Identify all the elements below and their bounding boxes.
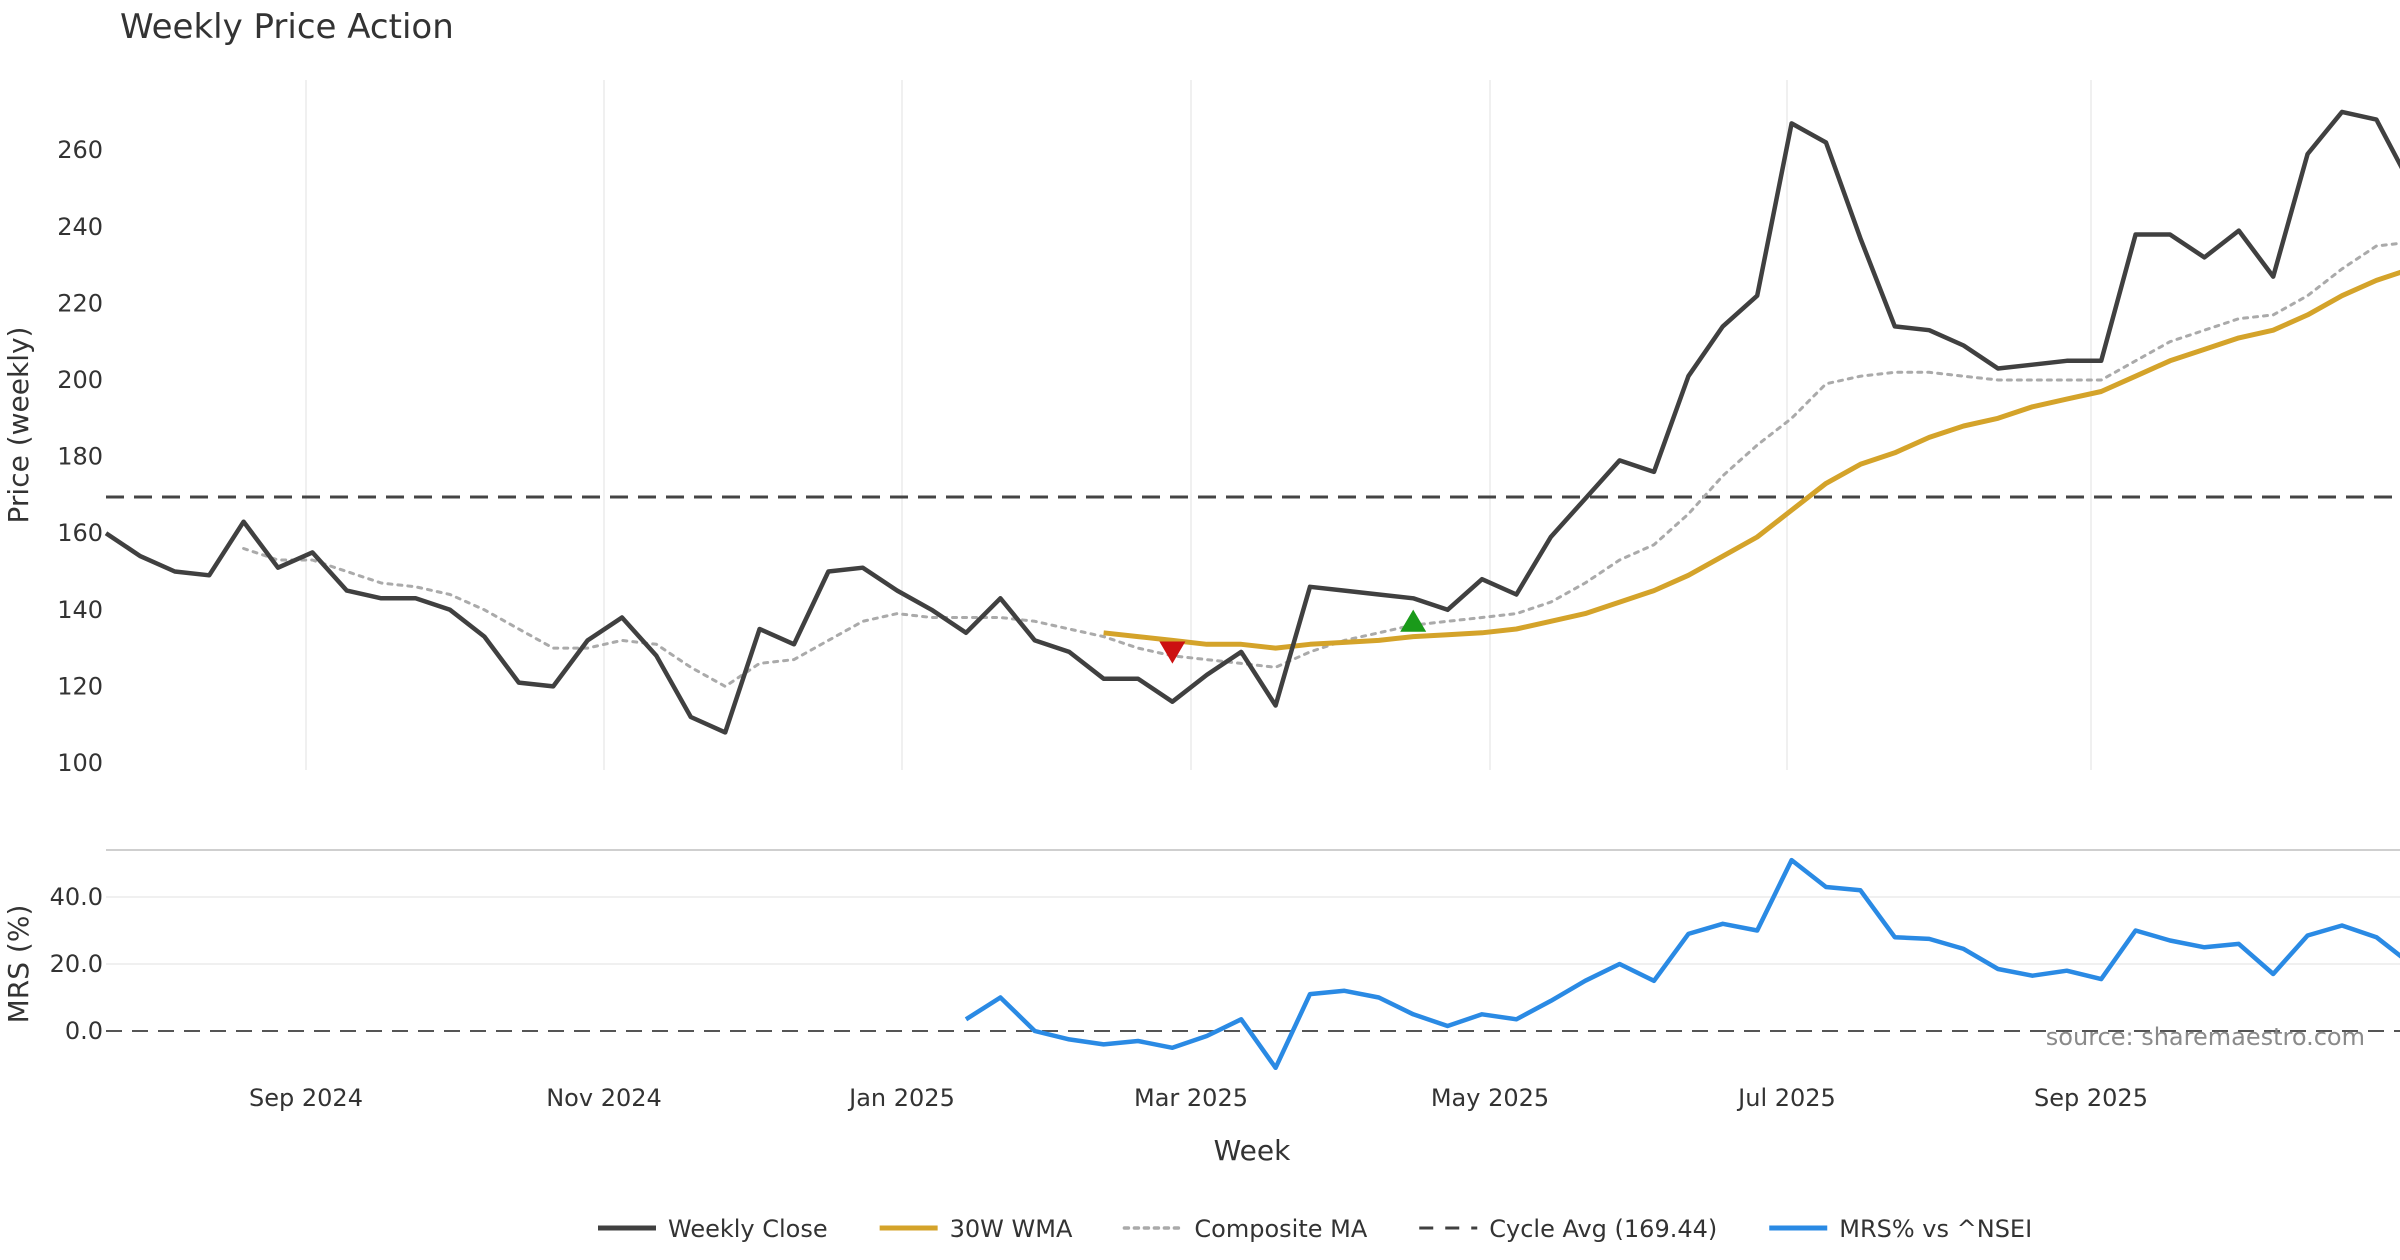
price-y-tick-220: 220 (57, 289, 103, 317)
price-y-tick-240: 240 (57, 213, 103, 241)
signal-markers (1159, 609, 1427, 664)
x-tick-jul-2025: Jul 2025 (1736, 1084, 1836, 1112)
source-label: source: sharemaestro.com (2046, 1023, 2365, 1051)
x-tick-sep-2024: Sep 2024 (249, 1084, 363, 1112)
sell-signal-marker (1159, 641, 1186, 664)
legend-label-30w-wma: 30W WMA (950, 1215, 1073, 1243)
x-tick-jan-2025: Jan 2025 (847, 1084, 955, 1112)
price-gridlines (305, 80, 2092, 770)
mrs-y-tick-20-0: 20.0 (50, 950, 103, 978)
mrs-gridlines (106, 896, 2400, 965)
price-y-tick-200: 200 (57, 366, 103, 394)
mrs-y-tick-labels: 0.0 20.0 40.0 (50, 883, 103, 1045)
price-y-tick-120: 120 (57, 672, 103, 700)
price-y-tick-180: 180 (57, 443, 103, 471)
mrs-y-tick-40-0: 40.0 (50, 883, 103, 911)
legend-label-weekly-close: Weekly Close (668, 1215, 828, 1243)
series-weekly-close (104, 109, 2400, 735)
price-series-group (104, 109, 2400, 735)
price-y-tick-160: 160 (57, 519, 103, 547)
legend-label-mrs-vs-nsei: MRS% vs ^NSEI (1839, 1215, 2032, 1243)
x-tick-nov-2024: Nov 2024 (546, 1084, 662, 1112)
series-30w-wma (1103, 269, 2400, 651)
buy-signal-marker (1400, 609, 1427, 632)
series-composite-ma (242, 241, 2400, 688)
price-y-tick-100: 100 (57, 749, 103, 777)
legend-label-composite-ma: Composite MA (1194, 1215, 1367, 1243)
x-tick-mar-2025: Mar 2025 (1134, 1084, 1248, 1112)
x-tick-may-2025: May 2025 (1431, 1084, 1549, 1112)
x-axis-label: Week (1214, 1134, 1291, 1167)
chart-title: Weekly Price Action (120, 7, 454, 47)
price-y-tick-140: 140 (57, 596, 103, 624)
mrs-y-axis-label: MRS (%) (2, 905, 35, 1024)
legend-label-cycle-avg-169-44: Cycle Avg (169.44) (1489, 1215, 1717, 1243)
price-y-tick-260: 260 (57, 136, 103, 164)
legend: Weekly Close 30W WMA Composite MA Cycle Avg… (598, 1215, 2032, 1243)
series-mrs-vs-nsei (964, 857, 2400, 1071)
price-y-axis-label: Price (weekly) (2, 327, 35, 524)
mrs-y-tick-0-0: 0.0 (65, 1017, 103, 1045)
x-tick-sep-2025: Sep 2025 (2034, 1084, 2148, 1112)
x-tick-labels: Sep 2024 Nov 2024 Jan 2025 Mar 2025 May 2025… (249, 1084, 2148, 1112)
price-y-tick-labels: 100 120 140 160 180 200 220 240 260 (57, 136, 103, 777)
mrs-series-group (964, 857, 2400, 1071)
